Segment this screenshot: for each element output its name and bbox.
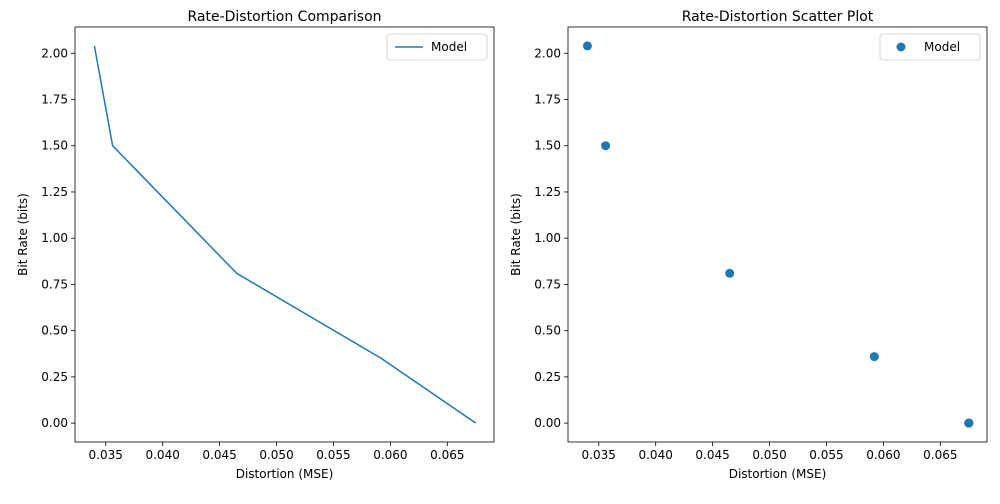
right-chart-panel: Rate-Distortion Scatter Plot 0.035 0.040 0.… [509,9,988,481]
left-y-tick-label: 1.00 [41,231,68,245]
left-y-tick-label: 0.00 [41,416,68,430]
right-x-tick-label: 0.065 [923,448,957,462]
left-legend-box [386,33,488,61]
right-y-tick-label: 1.50 [534,139,561,153]
left-x-axis-label: Distortion (MSE) [236,467,334,481]
right-y-tick-label: 1.25 [534,185,561,199]
right-scatter-point [601,141,611,151]
left-y-tick-label: 0.25 [41,370,68,384]
right-legend: Model [879,33,981,61]
left-x-tick-label: 0.050 [259,448,293,462]
right-x-tick-label: 0.060 [866,448,900,462]
right-y-tick-label: 0.75 [534,277,561,291]
right-x-tick-label: 0.050 [752,448,786,462]
left-plot-frame [74,26,495,443]
left-x-tick-label: 0.040 [145,448,179,462]
right-y-tick-label: 0.25 [534,370,561,384]
left-y-tick-label: 0.50 [41,324,68,338]
left-legend-label: Model [431,40,467,54]
left-x-tick-label: 0.060 [373,448,407,462]
right-chart-title: Rate-Distortion Scatter Plot [682,9,874,25]
left-series-line-model [93,45,477,424]
left-x-tick-label: 0.045 [202,448,236,462]
left-y-axis-label: Bit Rate (bits) [16,193,30,276]
right-legend-marker-swatch [896,42,906,52]
right-legend-box [879,33,981,61]
right-x-tick-label: 0.045 [695,448,729,462]
right-x-tick-label: 0.040 [638,448,672,462]
left-y-tick-label: 0.75 [41,277,68,291]
right-y-tick-label: 2.00 [534,46,561,60]
left-x-tick-label: 0.035 [89,448,123,462]
right-legend-label: Model [924,40,960,54]
left-x-tick-label: 0.065 [430,448,464,462]
right-scatter-point [582,41,592,51]
left-chart-title: Rate-Distortion Comparison [187,9,381,25]
right-scatter-point [964,418,974,428]
right-y-axis-label: Bit Rate (bits) [509,193,523,276]
left-y-tick-label: 2.00 [41,46,68,60]
right-y-tick-label: 1.75 [534,92,561,106]
right-scatter-point [869,352,879,362]
right-x-tick-label: 0.055 [809,448,843,462]
right-y-tick-label: 0.00 [534,416,561,430]
left-chart-panel: Rate-Distortion Comparison 0.035 0.040 0.04… [16,9,495,481]
right-x-axis-label: Distortion (MSE) [729,467,827,481]
right-scatter-point [725,268,735,278]
right-y-tick-label: 1.00 [534,231,561,245]
left-y-tick-label: 1.25 [41,185,68,199]
left-y-tick-label: 1.75 [41,92,68,106]
right-plot-frame [567,26,988,443]
right-x-tick-label: 0.035 [582,448,616,462]
left-y-tick-label: 1.50 [41,139,68,153]
left-x-tick-label: 0.055 [316,448,350,462]
right-y-tick-label: 0.50 [534,324,561,338]
left-legend: Model [386,33,488,61]
